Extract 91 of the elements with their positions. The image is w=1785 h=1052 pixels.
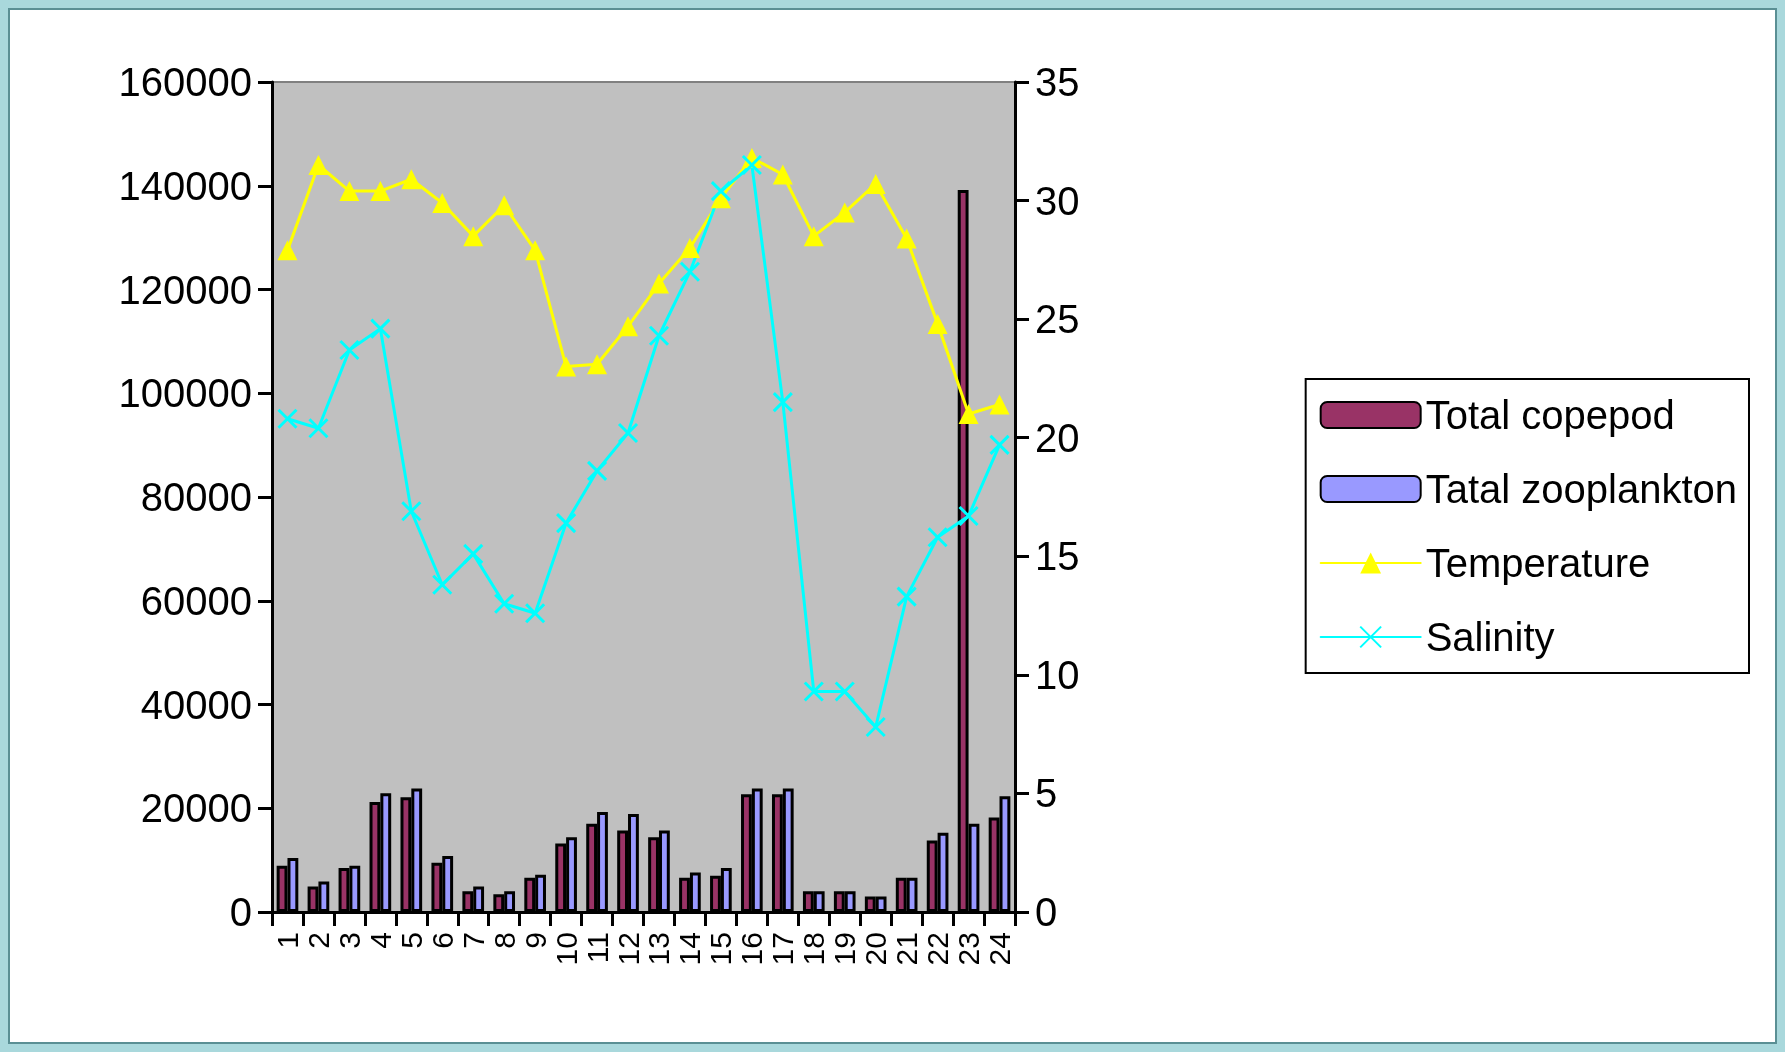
point: [586, 460, 608, 482]
point: [679, 238, 700, 258]
point: [308, 155, 329, 175]
x-tick-label: 3: [332, 932, 366, 949]
y-tick-label: 160000: [118, 60, 252, 104]
point: [555, 512, 577, 534]
y-tick-label: 0: [229, 890, 252, 934]
y2-tick-label: 15: [1035, 534, 1080, 579]
point: [463, 226, 484, 247]
x-tick-label: 10: [549, 932, 583, 966]
point: [679, 261, 701, 283]
x-tick-label: 4: [363, 932, 397, 949]
point: [741, 154, 763, 176]
point: [370, 181, 391, 202]
point: [834, 680, 856, 702]
y-tick-label: 140000: [118, 163, 252, 208]
point: [431, 574, 453, 596]
x-tick-label: 1: [270, 932, 304, 949]
point: [648, 325, 670, 347]
y-tick-label: 100000: [118, 371, 252, 416]
x-tick-label: 8: [487, 932, 521, 949]
x-tick-label: 7: [456, 932, 490, 949]
y-tick-label: 80000: [140, 475, 252, 519]
point: [989, 394, 1010, 415]
point: [369, 318, 391, 340]
point: [834, 202, 855, 223]
point: [927, 526, 949, 548]
point: [401, 169, 422, 190]
point: [772, 164, 793, 185]
x-tick-label: 15: [704, 932, 738, 966]
point: [432, 192, 453, 213]
point: [865, 716, 887, 738]
point: [618, 316, 639, 337]
x-tick-label: 20: [859, 932, 893, 966]
x-tick-label: 9: [518, 932, 552, 949]
point: [587, 354, 608, 375]
x-tick-label: 13: [642, 932, 676, 966]
point: [400, 500, 422, 522]
point: [772, 391, 794, 413]
y-tick-label: 20000: [140, 786, 252, 831]
y2-tick-label: 5: [1035, 771, 1058, 816]
point: [617, 422, 639, 444]
point: [648, 273, 669, 294]
x-tick-label: 2: [301, 932, 335, 949]
y-tick-label: 120000: [118, 267, 252, 312]
point: [803, 226, 824, 247]
y2-tick-label: 20: [1035, 415, 1080, 460]
point: [525, 240, 546, 261]
point: [493, 593, 515, 615]
point: [307, 417, 329, 439]
point: [803, 680, 825, 702]
x-tick-label: 21: [890, 932, 924, 966]
y2-tick-label: 25: [1035, 297, 1080, 342]
y-tick-label: 60000: [140, 578, 252, 623]
x-tick-label: 18: [797, 932, 831, 966]
y2-tick-label: 0: [1035, 890, 1058, 934]
y2-tick-label: 30: [1035, 178, 1080, 223]
x-tick-label: 22: [921, 932, 955, 966]
x-tick-label: 17: [766, 932, 800, 966]
y2-tick-label: 10: [1035, 652, 1080, 697]
x-tick-label: 5: [394, 932, 428, 949]
point: [338, 339, 360, 361]
y-tick-label: 40000: [140, 682, 252, 727]
point: [865, 173, 886, 194]
legend-label: Total copepod: [1425, 393, 1675, 437]
x-tick-label: 24: [983, 932, 1017, 966]
point: [896, 586, 918, 608]
point: [989, 434, 1011, 456]
x-tick-label: 23: [952, 932, 986, 966]
point: [927, 313, 948, 334]
point: [277, 240, 298, 261]
point: [896, 228, 917, 249]
x-tick-label: 14: [673, 932, 707, 966]
point: [556, 356, 577, 377]
x-tick-label: 11: [580, 932, 614, 964]
x-tick-label: 6: [425, 932, 459, 949]
x-tick-label: 12: [611, 932, 645, 966]
point: [958, 505, 980, 527]
x-tick-label: 19: [828, 932, 862, 966]
point: [462, 543, 484, 565]
legend-label: Temperature: [1425, 541, 1651, 585]
point: [958, 404, 979, 424]
x-tick-label: 16: [735, 932, 769, 966]
point: [710, 180, 732, 202]
legend-label: Salinity: [1425, 615, 1555, 659]
point: [524, 602, 546, 624]
legend-label: Tatal zooplankton: [1425, 467, 1737, 511]
point: [276, 408, 298, 430]
y2-tick-label: 35: [1035, 60, 1080, 104]
point: [339, 181, 360, 202]
point: [494, 195, 515, 216]
